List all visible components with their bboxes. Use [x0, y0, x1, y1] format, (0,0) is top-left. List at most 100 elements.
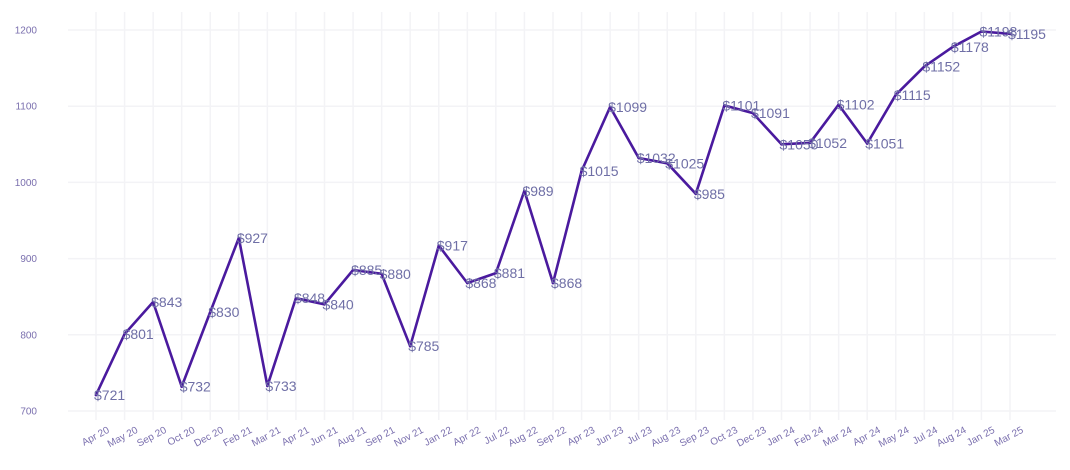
- data-label: $1115: [894, 87, 931, 103]
- data-point: [923, 65, 926, 68]
- data-point: [894, 93, 898, 97]
- y-tick-label: 700: [20, 407, 37, 418]
- data-point: [237, 236, 241, 240]
- x-tick-label: Mar 21: [250, 425, 283, 450]
- data-point: [437, 244, 441, 247]
- data-label: $1052: [808, 135, 847, 151]
- x-tick-label: Oct 20: [166, 425, 198, 449]
- data-point: [665, 162, 669, 165]
- data-label: $840: [323, 296, 354, 312]
- data-label: $1195: [1008, 26, 1046, 42]
- x-tick-label: Apr 24: [851, 425, 883, 449]
- data-label: $1032: [637, 150, 676, 166]
- y-axis: 700 800 900 1000 1100 1200: [15, 26, 38, 418]
- data-label: $1099: [608, 99, 647, 115]
- data-label: $868: [551, 275, 582, 291]
- x-tick-label: Aug 24: [935, 425, 969, 450]
- y-tick-label: 1000: [15, 178, 38, 189]
- x-tick-label: Jan 25: [965, 425, 997, 449]
- x-tick-label: May 24: [877, 425, 912, 450]
- x-tick-label: Jan 22: [422, 425, 454, 449]
- data-point: [380, 272, 383, 276]
- data-point: [266, 384, 269, 388]
- data-label: $880: [380, 266, 411, 282]
- x-tick-label: Jul 22: [483, 425, 512, 447]
- data-point: [351, 268, 355, 272]
- data-label: $1025: [665, 155, 704, 171]
- data-point: [466, 281, 469, 285]
- data-label: $927: [237, 230, 268, 246]
- data-label: $785: [408, 338, 439, 354]
- data-label: $985: [694, 186, 725, 202]
- x-tick-label: Mar 25: [993, 425, 1026, 450]
- data-point: [551, 281, 555, 285]
- x-tick-label: Sep 21: [364, 425, 398, 450]
- y-tick-label: 1200: [15, 26, 38, 37]
- data-label: $733: [265, 378, 296, 394]
- x-tick-label: Dec 20: [193, 425, 227, 450]
- data-label: $1178: [951, 39, 989, 55]
- data-label: $1050: [780, 136, 819, 152]
- data-point: [323, 303, 326, 306]
- x-tick-label: Aug 23: [650, 425, 684, 450]
- data-label: $868: [465, 275, 496, 291]
- x-tick-label: Dec 23: [735, 425, 769, 450]
- data-point: [837, 103, 840, 106]
- x-tick-label: Nov 21: [392, 425, 426, 450]
- data-point: [1008, 32, 1012, 36]
- data-label: $843: [151, 294, 182, 310]
- gridlines: [68, 12, 1056, 420]
- data-point: [208, 310, 212, 314]
- data-label: $1152: [922, 59, 960, 75]
- x-tick-label: Feb 24: [793, 425, 826, 450]
- x-tick-label: Sep 23: [678, 425, 712, 450]
- data-label: $917: [437, 238, 468, 254]
- y-tick-label: 900: [20, 254, 37, 265]
- x-tick-label: Apr 21: [280, 425, 312, 449]
- y-tick-label: 800: [20, 330, 37, 341]
- y-tick-label: 1100: [15, 102, 37, 113]
- data-point: [294, 296, 298, 300]
- x-tick-label: Mar 24: [821, 425, 854, 450]
- x-tick-label: Jun 23: [594, 425, 626, 449]
- data-label: $830: [208, 304, 239, 320]
- data-label: $881: [494, 265, 525, 281]
- x-tick-label: Jun 21: [308, 425, 340, 449]
- x-tick-label: Jul 24: [911, 425, 940, 447]
- data-point: [408, 344, 412, 348]
- data-point: [637, 156, 640, 160]
- data-label: $721: [94, 387, 125, 403]
- x-tick-label: Aug 22: [507, 425, 541, 450]
- data-label: $885: [351, 262, 382, 278]
- x-tick-label: May 20: [106, 425, 141, 450]
- data-point: [123, 332, 126, 336]
- data-point: [94, 393, 98, 397]
- data-point: [580, 169, 583, 173]
- data-point: [523, 189, 526, 193]
- data-label: $1198: [979, 24, 1017, 40]
- data-point: [151, 300, 155, 304]
- data-point: [865, 142, 869, 145]
- data-point: [723, 104, 726, 107]
- data-label: $1015: [580, 163, 619, 179]
- data-point: [780, 143, 783, 146]
- data-label: $1101: [722, 97, 760, 113]
- data-point: [608, 105, 612, 109]
- data-label: $732: [180, 379, 211, 395]
- data-point: [808, 141, 812, 145]
- data-label: $1102: [837, 97, 875, 113]
- x-tick-label: Jul 23: [625, 425, 654, 447]
- data-point: [751, 111, 755, 115]
- x-tick-label: Sep 20: [135, 425, 169, 450]
- data-label: $1051: [865, 136, 904, 152]
- data-label: $1091: [751, 105, 790, 121]
- data-label: $848: [294, 290, 325, 306]
- x-tick-label: Apr 20: [80, 425, 112, 449]
- data-labels: $721 $801 $843 $732 $830 $927 $733 $848$840 $885…: [94, 24, 1046, 403]
- x-tick-label: Feb 21: [222, 425, 255, 450]
- x-tick-label: Apr 23: [566, 425, 598, 449]
- x-tick-label: Aug 21: [335, 425, 369, 450]
